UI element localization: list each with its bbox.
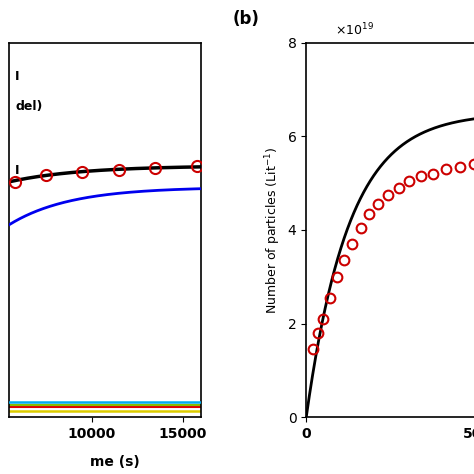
Text: $\times10^{19}$: $\times10^{19}$ (335, 22, 374, 38)
Text: (b): (b) (233, 9, 260, 27)
Text: I: I (15, 164, 20, 177)
X-axis label: me (s): me (s) (90, 455, 140, 469)
Text: I: I (15, 70, 20, 83)
Text: del): del) (15, 100, 43, 113)
Y-axis label: Number of particles (Lit$^{-1}$): Number of particles (Lit$^{-1}$) (264, 146, 283, 313)
